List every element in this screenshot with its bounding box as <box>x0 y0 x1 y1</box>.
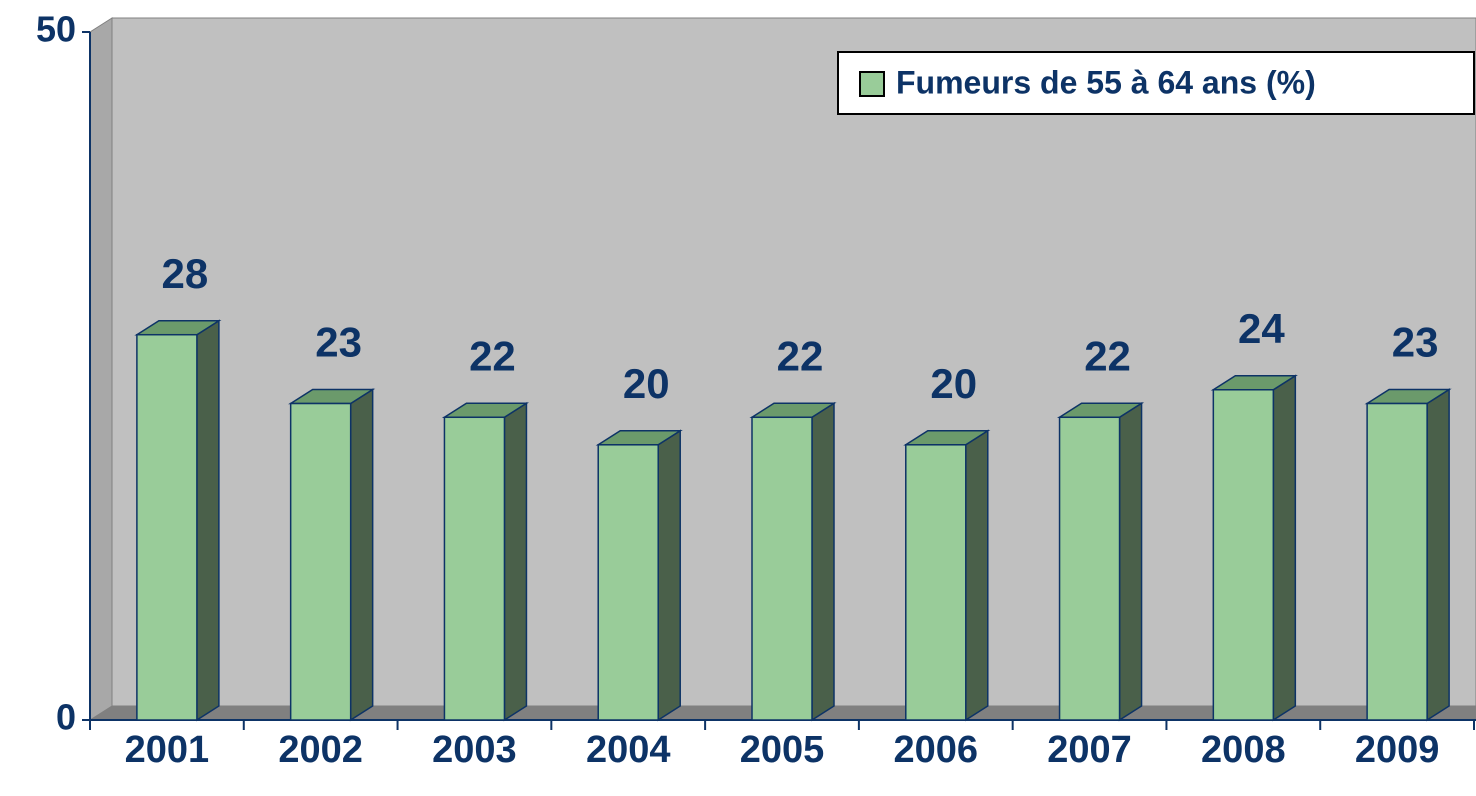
bar <box>749 401 837 722</box>
x-tick-label: 2002 <box>278 729 363 771</box>
x-tick-label: 2007 <box>1047 729 1132 771</box>
bar-side <box>657 429 681 722</box>
legend-label: Fumeurs de 55 à 64 ans (%) <box>896 64 1316 100</box>
legend-swatch <box>859 71 885 97</box>
y-tick-label: 0 <box>56 697 76 738</box>
bar-side <box>1426 388 1450 722</box>
bar-side <box>1272 374 1297 722</box>
bar-side <box>196 319 220 722</box>
bar-side <box>811 401 835 722</box>
bar-side <box>965 429 989 722</box>
bar <box>1210 374 1298 722</box>
bar <box>595 429 683 722</box>
x-tick-label: 2001 <box>125 729 210 771</box>
bar-side <box>503 401 528 722</box>
bar-front <box>1212 389 1275 721</box>
data-label: 22 <box>777 332 824 379</box>
x-tick-label: 2005 <box>740 729 825 771</box>
data-label: 22 <box>1084 332 1131 379</box>
y-tick-label: 50 <box>36 9 76 50</box>
data-label: 20 <box>623 360 670 407</box>
bar <box>134 319 222 722</box>
bar-front <box>136 333 198 721</box>
x-tick-label: 2008 <box>1201 729 1286 771</box>
data-label: 20 <box>930 360 977 407</box>
legend-box <box>837 51 1475 115</box>
bar-front <box>597 444 659 721</box>
bar-front <box>1366 402 1428 721</box>
side-wall <box>89 17 113 721</box>
bar-side <box>349 388 374 722</box>
data-label: 22 <box>469 332 516 379</box>
bar <box>441 401 530 722</box>
bar-front <box>443 416 506 721</box>
x-tick-label: 2003 <box>432 729 517 771</box>
data-label: 23 <box>1392 319 1439 366</box>
bar-side <box>1118 401 1143 722</box>
x-tick-label: 2006 <box>894 729 979 771</box>
bar <box>903 429 991 722</box>
data-label: 24 <box>1238 305 1285 352</box>
bar <box>288 388 376 722</box>
x-tick-label: 2009 <box>1355 729 1440 771</box>
bar-front <box>1058 416 1121 721</box>
legend: Fumeurs de 55 à 64 ans (%) <box>837 51 1475 115</box>
x-tick-label: 2004 <box>586 729 671 771</box>
bar <box>1056 401 1145 722</box>
bar <box>1364 388 1452 722</box>
bar-front <box>751 416 813 721</box>
data-label: 23 <box>315 319 362 366</box>
bar-front <box>905 444 967 721</box>
data-label: 28 <box>162 250 209 297</box>
bar-front <box>289 402 352 721</box>
